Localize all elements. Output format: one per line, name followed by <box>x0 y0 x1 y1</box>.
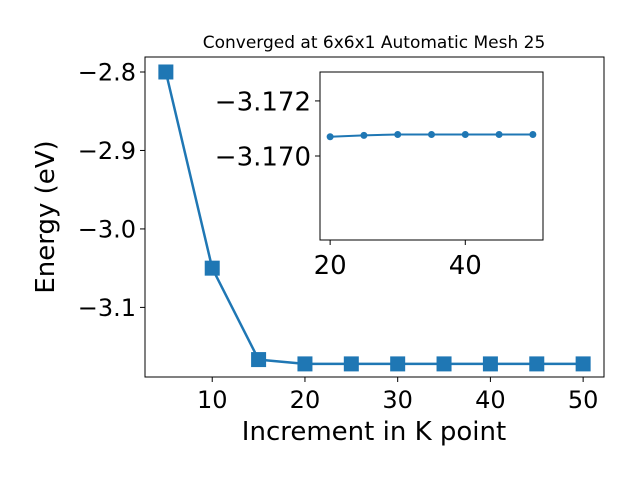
inset-data-point <box>326 133 334 141</box>
data-point <box>575 356 591 372</box>
inset-data-point <box>394 131 402 139</box>
data-point <box>251 352 267 368</box>
y-tick-label: −2.9 <box>78 137 136 165</box>
data-point <box>529 356 545 372</box>
inset-y-tick-label: −3.170 <box>215 142 311 172</box>
inset-data-point <box>428 131 435 139</box>
inset-plot: 20 40 −3.172 −3.170 <box>215 71 544 281</box>
data-point <box>297 356 313 372</box>
y-tick-label: −2.8 <box>78 59 136 87</box>
x-tick-label: 20 <box>290 386 321 414</box>
inset-x-tick-label: 40 <box>449 251 482 281</box>
inset-data-point <box>495 131 503 139</box>
x-tick-label: 30 <box>382 386 413 414</box>
x-tick-label: 40 <box>475 386 506 414</box>
data-point <box>436 356 452 372</box>
series-line <box>164 71 584 366</box>
inset-x-tick-label: 20 <box>314 251 347 281</box>
y-axis-label: Energy (eV) <box>31 140 61 293</box>
inset-data-point <box>360 131 368 139</box>
inset-data-point <box>529 131 537 139</box>
y-tick-label: −3.1 <box>78 294 136 322</box>
data-point <box>390 356 406 372</box>
chart-title: Converged at 6x6x1 Automatic Mesh 25 <box>203 33 546 53</box>
inset-axes-frame <box>319 71 544 241</box>
x-tick-label: 10 <box>197 386 228 414</box>
x-axis-label: Increment in K point <box>242 417 506 447</box>
data-point <box>482 356 498 372</box>
y-tick-label: −3.0 <box>78 216 136 244</box>
inset-y-tick-label: −3.172 <box>215 87 311 117</box>
inset-data-point <box>461 131 469 139</box>
x-tick-label: 50 <box>568 386 599 414</box>
data-point <box>204 260 220 276</box>
data-point <box>343 356 359 372</box>
data-point <box>158 64 174 80</box>
